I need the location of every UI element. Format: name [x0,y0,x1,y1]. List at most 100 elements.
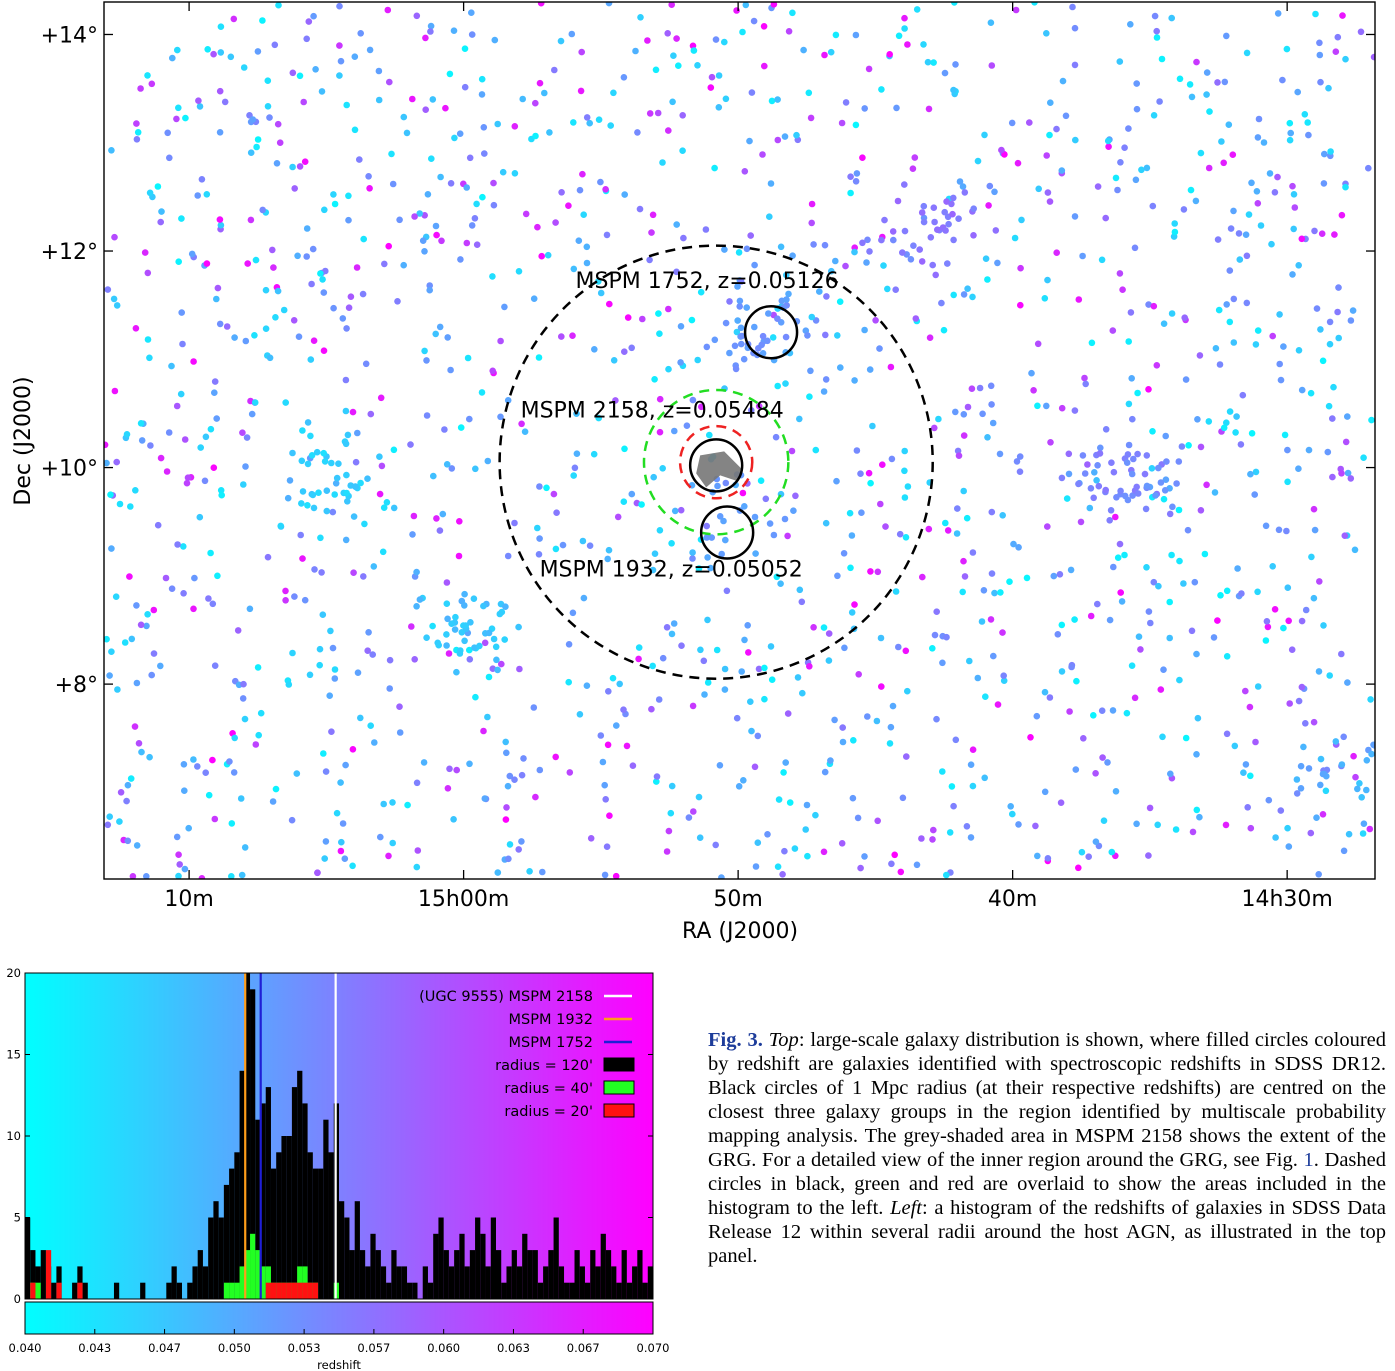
galaxy-point [466,656,474,663]
galaxy-point [534,223,541,231]
galaxy-point [1013,458,1021,465]
caption-figure-ref[interactable]: 1 [1303,1149,1314,1171]
galaxy-point [970,205,977,212]
galaxy-point [427,22,435,30]
galaxy-point [1102,486,1109,494]
galaxy-point [201,477,209,485]
galaxy-point [1317,78,1324,86]
legend-box-swatch [603,1057,635,1072]
galaxy-point [1046,131,1053,139]
galaxy-point [471,215,479,222]
galaxy-point [286,477,294,484]
galaxy-point [396,703,403,710]
galaxy-point [175,258,182,266]
x-tick-label: 15h00m [418,887,509,912]
galaxy-point [430,472,437,480]
galaxy-point [897,868,905,876]
hist-bar [480,1233,486,1299]
galaxy-point [321,458,329,465]
galaxy-point [953,530,961,537]
galaxy-point [203,260,211,267]
galaxy-point [386,78,393,86]
galaxy-point [228,873,235,879]
galaxy-point [1252,738,1259,746]
galaxy-point [938,299,945,307]
galaxy-point [1092,838,1100,845]
galaxy-point [343,101,351,109]
galaxy-point [239,429,246,437]
galaxy-point [748,89,756,96]
galaxy-point [137,621,145,629]
galaxy-point [764,831,771,838]
galaxy-point [1297,785,1305,792]
galaxy-point [478,91,486,98]
galaxy-point [304,502,311,509]
galaxy-point [839,738,847,746]
galaxy-point [453,766,461,774]
galaxy-point [409,95,416,103]
galaxy-point [307,356,315,363]
galaxy-point [413,779,421,787]
galaxy-point [903,753,910,760]
galaxy-point [944,527,952,534]
galaxy-point [1243,252,1251,260]
galaxy-point [1293,776,1301,783]
galaxy-point [443,642,450,649]
hist-bar [218,1217,224,1299]
galaxy-point [669,98,676,106]
galaxy-point [832,257,839,265]
galaxy-point [888,455,896,463]
galaxy-point [178,215,185,222]
galaxy-point [834,332,841,339]
galaxy-point [591,346,598,353]
galaxy-point [734,283,741,290]
galaxy-point [114,686,121,693]
galaxy-point [123,431,131,438]
galaxy-point [1071,61,1079,69]
galaxy-point [22,738,29,745]
galaxy-point [282,587,289,595]
galaxy-point [1116,58,1124,65]
galaxy-point [1106,616,1114,624]
galaxy-point [1166,598,1173,606]
galaxy-point [636,205,644,213]
galaxy-point [476,642,483,650]
galaxy-point [1308,553,1315,561]
galaxy-point [1150,112,1158,119]
galaxy-point [333,809,341,817]
galaxy-point [497,413,504,421]
galaxy-point [1216,361,1224,368]
galaxy-point [211,815,219,823]
galaxy-point [743,304,750,311]
galaxy-point [967,761,975,768]
galaxy-point [932,271,939,279]
galaxy-point [806,393,813,401]
galaxy-point [168,362,175,370]
galaxy-point [1075,864,1082,872]
galaxy-point [918,209,926,216]
galaxy-point [624,314,632,321]
galaxy-point [1317,326,1324,333]
galaxy-point [480,602,487,610]
galaxy-point [0,716,3,723]
galaxy-point [342,536,350,544]
galaxy-point [541,89,548,97]
galaxy-point [404,801,411,809]
galaxy-point [433,515,440,522]
galaxy-point [195,97,202,104]
galaxy-point [1284,446,1291,454]
galaxy-point [931,218,938,226]
galaxy-point [0,767,1,774]
galaxy-point [1223,32,1230,40]
galaxy-point [1133,80,1140,87]
galaxy-point [1128,662,1136,669]
hist-bar [265,1266,271,1299]
galaxy-point [1251,491,1258,498]
galaxy-point [1289,182,1296,190]
galaxy-point [1335,334,1342,342]
galaxy-point [371,739,378,746]
galaxy-point [887,363,895,371]
galaxy-point [573,410,580,418]
galaxy-point [610,357,618,364]
